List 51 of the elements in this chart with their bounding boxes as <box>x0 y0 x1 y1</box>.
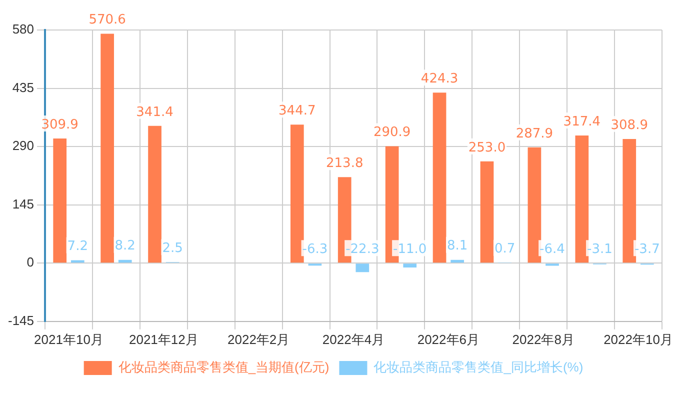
data-label: 344.7 <box>278 103 316 118</box>
bar <box>528 147 542 263</box>
data-label: 341.4 <box>136 104 174 120</box>
x-tick-label: 2021年12月 <box>128 332 198 347</box>
legend-label: 化妆品类商品零售类值_当期值(亿元) <box>118 360 330 375</box>
x-tick-label: 2022年10月 <box>604 332 673 347</box>
data-label: 317.4 <box>563 114 601 130</box>
data-label: 7.2 <box>67 239 88 254</box>
data-label: 309.9 <box>41 117 78 132</box>
bar <box>480 161 494 263</box>
y-tick-label: 145 <box>12 196 34 212</box>
data-label: 213.8 <box>326 156 364 172</box>
data-label: 0.7 <box>494 242 516 257</box>
bar <box>622 138 636 263</box>
bar <box>53 138 67 263</box>
data-label: -3.1 <box>587 242 612 257</box>
y-tick-label: 290 <box>12 138 34 154</box>
bar <box>450 260 464 263</box>
y-tick-label: 0 <box>26 254 34 270</box>
data-label: -6.3 <box>302 242 328 257</box>
y-tick-label: 580 <box>12 22 34 37</box>
legend-label: 化妆品类商品零售类值_同比增长(%) <box>374 360 584 375</box>
data-label: 570.6 <box>88 12 126 28</box>
data-label: 287.9 <box>516 126 554 142</box>
x-tick-label: 2022年4月 <box>322 332 385 347</box>
data-label: -6.4 <box>540 242 565 257</box>
data-label: 8.2 <box>114 238 136 254</box>
x-tick-label: 2022年2月 <box>228 332 290 347</box>
data-label: -3.7 <box>634 242 660 257</box>
data-label: -11.0 <box>393 242 427 257</box>
bar <box>403 264 417 268</box>
data-label: 2.5 <box>162 240 183 256</box>
data-label: 8.1 <box>446 238 468 254</box>
bar <box>575 136 589 263</box>
bar <box>70 260 84 263</box>
bar <box>148 126 162 263</box>
y-tick-label: -145 <box>8 312 34 328</box>
y-tick-label: 435 <box>12 80 34 95</box>
bar <box>290 124 304 263</box>
x-tick-label: 2022年8月 <box>512 332 574 347</box>
data-label: 424.3 <box>420 71 458 86</box>
x-tick-label: 2022年6月 <box>417 332 480 347</box>
bar <box>118 260 132 263</box>
bar <box>100 34 114 263</box>
data-label: 253.0 <box>468 140 506 156</box>
data-label: 290.9 <box>373 125 411 140</box>
bar <box>432 92 446 263</box>
x-tick-label: 2021年10月 <box>34 332 104 347</box>
data-label: 308.9 <box>610 118 648 133</box>
data-label: -22.3 <box>346 242 380 257</box>
bar <box>356 264 370 272</box>
